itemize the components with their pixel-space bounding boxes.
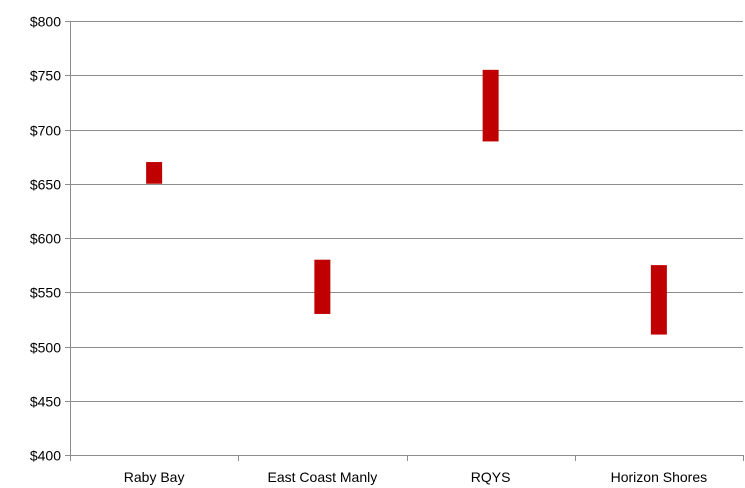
y-tick-labels: $400 $450 $500 $550 $600 $650 $700 $750 $800: [30, 14, 61, 464]
y-tick-label: $650: [30, 177, 61, 193]
y-tick-label: $600: [30, 231, 61, 247]
x-tick-label: East Coast Manly: [268, 469, 378, 485]
y-tick-label: $750: [30, 68, 61, 84]
y-tick-label: $400: [30, 448, 61, 464]
axes: [65, 21, 744, 461]
range-bar-raby-bay: [146, 162, 163, 184]
x-tick-label: Raby Bay: [124, 469, 185, 485]
x-tick-labels: Raby Bay East Coast Manly RQYS Horizon Shor…: [124, 469, 707, 485]
y-tick-label: $500: [30, 340, 61, 356]
y-tick-label: $450: [30, 394, 61, 410]
range-bar-horizon-shores: [650, 265, 667, 335]
range-bar-east-coast-manly: [314, 259, 331, 314]
x-tick-label: Horizon Shores: [611, 469, 708, 485]
y-tick-label: $800: [30, 14, 61, 30]
x-tick-label: RQYS: [471, 469, 511, 485]
range-bars: [146, 69, 667, 335]
range-bar-rqys: [482, 69, 499, 142]
y-tick-label: $550: [30, 285, 61, 301]
gridlines: [70, 21, 743, 402]
y-tick-label: $700: [30, 123, 61, 139]
